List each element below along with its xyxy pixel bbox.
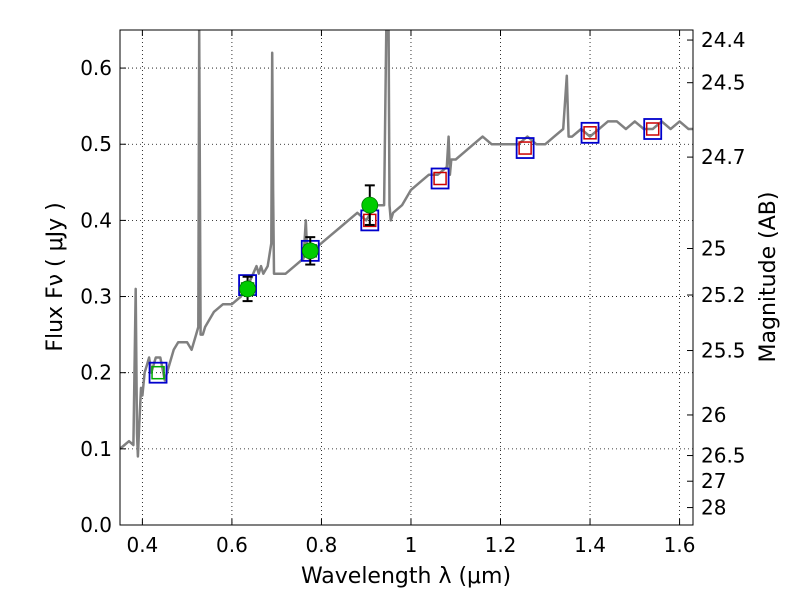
y-tick-label: 0.2 xyxy=(80,361,112,385)
grid-lines xyxy=(120,30,693,526)
y2-tick-label: 24.4 xyxy=(701,28,746,52)
y2-tick-label: 26.5 xyxy=(701,444,746,468)
x-tick-label: 1.4 xyxy=(574,533,606,557)
y2-tick-label: 27 xyxy=(701,469,726,493)
observed-flux-point xyxy=(301,242,319,260)
y-tick-label: 0.4 xyxy=(80,208,112,232)
x-tick-label: 1.6 xyxy=(664,533,696,557)
y2-tick-label: 25.2 xyxy=(701,283,746,307)
y-tick-label: 0.6 xyxy=(80,56,112,80)
band-flux-marker xyxy=(643,118,663,140)
ticks: 0.4 0.6 0.8 1 1.2 1.4 1.6 0.0 0.1 0.2 0.3 0.4 0.5 0.6… xyxy=(80,28,745,557)
x-axis-label: Wavelength λ (μm) xyxy=(301,564,511,589)
x-tick-label: 1 xyxy=(405,533,418,557)
x-tick-label: 0.4 xyxy=(126,533,158,557)
model-flux-marker xyxy=(583,126,597,140)
band-flux-marker xyxy=(580,121,600,144)
y2-tick-label: 25.5 xyxy=(701,339,746,363)
band-flux-marker xyxy=(515,137,535,159)
observed-flux-point xyxy=(239,280,256,298)
y2-tick-label: 26 xyxy=(701,403,726,427)
y2-tick-label: 24.7 xyxy=(701,145,746,169)
observed-flux-point xyxy=(361,196,379,214)
y2-tick-label: 24.5 xyxy=(701,71,746,95)
y-axis-label: Flux Fν ( μJy ) xyxy=(43,202,68,351)
y2-axis-label: Magnitude (AB) xyxy=(756,192,781,363)
axes-frame xyxy=(119,29,694,526)
model-flux-marker xyxy=(645,122,660,136)
y2-tick-label: 28 xyxy=(701,496,726,520)
y-tick-label: 0.3 xyxy=(80,285,112,309)
y-tick-label: 0.5 xyxy=(80,132,112,156)
model-flux-marker xyxy=(518,141,532,155)
model-flux-marker xyxy=(433,171,447,186)
x-tick-label: 1.2 xyxy=(485,533,517,557)
x-tick-label: 0.8 xyxy=(306,533,338,557)
model-flux-marker xyxy=(151,365,165,380)
band-flux-marker xyxy=(148,361,168,384)
plot-area xyxy=(120,30,693,458)
y2-tick-label: 25 xyxy=(701,236,726,260)
x-tick-label: 0.6 xyxy=(216,533,248,557)
spectrum-line xyxy=(120,30,693,458)
band-flux-marker xyxy=(430,167,450,190)
y-tick-label: 0.0 xyxy=(80,513,112,537)
y-tick-label: 0.1 xyxy=(80,437,112,461)
